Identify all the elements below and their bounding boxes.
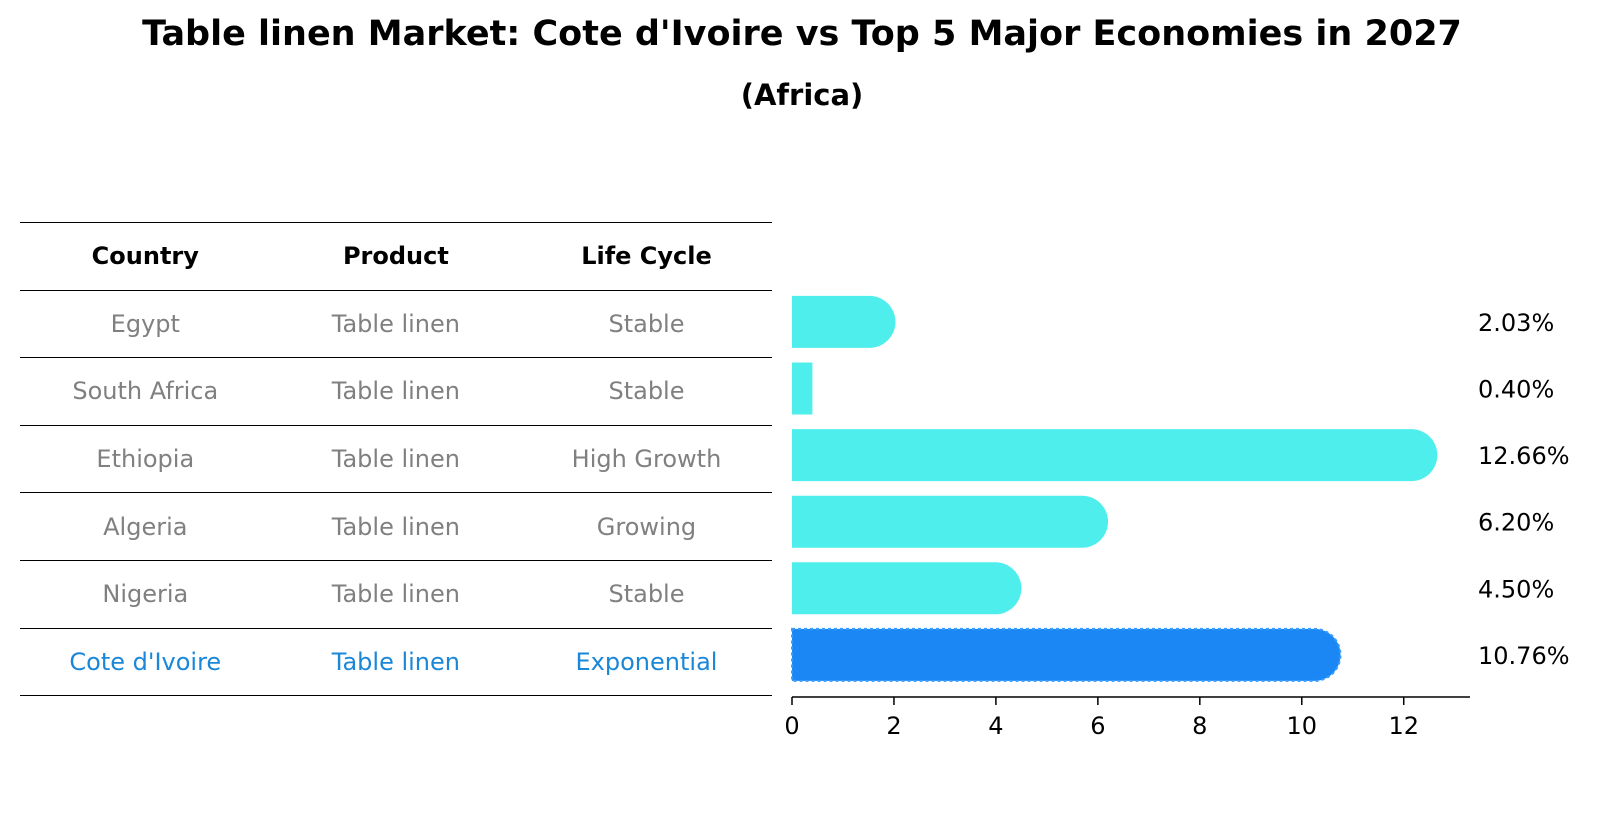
cell-product: Table linen [331, 512, 460, 541]
cell-country: South Africa [72, 377, 219, 406]
table-row: Nigeria Table linen Stable [20, 561, 772, 629]
bar-egypt [792, 295, 896, 348]
cell-country: Egypt [110, 309, 180, 338]
table-row: Ethiopia Table linen High Growth [20, 426, 772, 494]
header-life-cycle: Life Cycle [581, 242, 712, 271]
chart-title: Table linen Market: Cote d'Ivoire vs Top… [142, 14, 1462, 54]
table-row: Algeria Table linen Growing [20, 493, 772, 561]
cell-life-cycle: Stable [608, 580, 685, 609]
bar-value-label: 4.50% [1478, 575, 1554, 603]
x-tick-label: 2 [886, 712, 901, 740]
cell-product: Table linen [331, 445, 460, 474]
cell-life-cycle: Growing [596, 512, 697, 541]
cell-country: Algeria [103, 512, 188, 541]
cell-country: Cote d'Ivoire [69, 647, 222, 676]
x-tick-label: 0 [784, 712, 799, 740]
table-header-row: Country Product Life Cycle [20, 222, 772, 291]
cell-product: Table linen [331, 580, 460, 609]
table-row-highlight: Cote d'Ivoire Table linen Exponential [20, 629, 772, 697]
bar-algeria [792, 495, 1109, 548]
bar-cote-d-ivoire [791, 627, 1342, 682]
header-country: Country [91, 242, 199, 271]
cell-life-cycle: Stable [608, 309, 685, 338]
data-table: Country Product Life Cycle Egypt Table l… [20, 222, 772, 697]
bar-nigeria [792, 562, 1022, 615]
cell-country: Ethiopia [96, 445, 195, 474]
bar-south-africa [792, 362, 813, 415]
cell-life-cycle: Stable [608, 377, 685, 406]
x-tick-label: 4 [988, 712, 1003, 740]
cell-product: Table linen [331, 647, 460, 676]
bar-value-label: 10.76% [1478, 642, 1570, 670]
cell-product: Table linen [331, 377, 460, 406]
table-row: South Africa Table linen Stable [20, 358, 772, 426]
bar-value-label: 6.20% [1478, 509, 1554, 537]
header-product: Product [342, 242, 449, 271]
bar-value-label: 0.40% [1478, 376, 1554, 404]
bar-ethiopia [792, 429, 1438, 482]
x-tick-label: 12 [1388, 712, 1419, 740]
x-tick-label: 8 [1192, 712, 1207, 740]
cell-life-cycle: Exponential [575, 647, 718, 676]
bar-value-label: 2.03% [1478, 309, 1554, 337]
bar-value-label: 12.66% [1478, 442, 1570, 470]
x-tick-label: 6 [1090, 712, 1105, 740]
x-tick-label: 10 [1287, 712, 1318, 740]
cell-product: Table linen [331, 309, 460, 338]
cell-country: Nigeria [102, 580, 189, 609]
table-row: Egypt Table linen Stable [20, 291, 772, 359]
cell-life-cycle: High Growth [571, 445, 722, 474]
chart-subtitle: (Africa) [740, 78, 864, 112]
